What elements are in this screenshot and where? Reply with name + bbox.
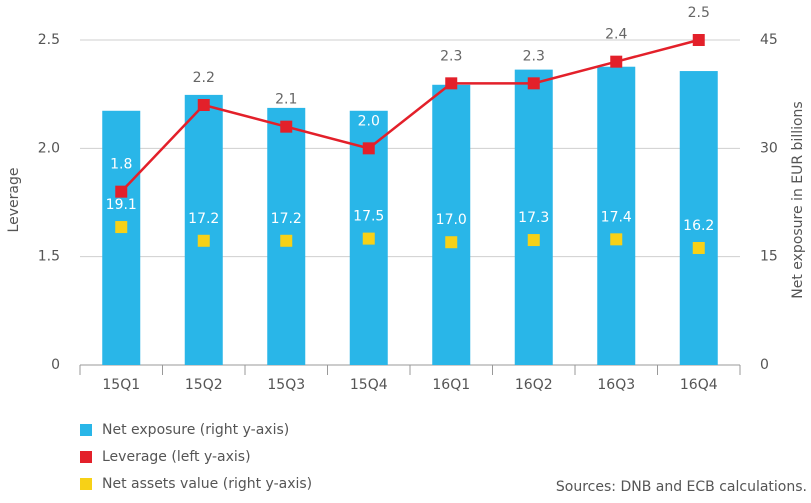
y2-axis-label: Net exposure in EUR billions bbox=[790, 101, 806, 298]
marker bbox=[197, 234, 210, 247]
bar bbox=[597, 66, 636, 365]
x-tick-label: 16Q2 bbox=[515, 377, 553, 393]
y2-tick-label: 30 bbox=[760, 140, 778, 156]
data-label: 2.3 bbox=[523, 48, 545, 64]
y-tick-label: 2.5 bbox=[38, 32, 60, 48]
y2-tick-label: 15 bbox=[760, 249, 778, 265]
line-marker bbox=[362, 142, 375, 155]
data-label: 2.5 bbox=[688, 5, 710, 21]
legend-label: Leverage (left y-axis) bbox=[102, 449, 251, 465]
bar bbox=[432, 84, 471, 366]
data-label: 16.2 bbox=[683, 218, 714, 234]
legend-swatch bbox=[80, 451, 92, 463]
x-tick-label: 15Q4 bbox=[350, 377, 388, 393]
marker bbox=[445, 236, 458, 249]
data-label: 2.4 bbox=[605, 27, 627, 43]
line-marker bbox=[115, 185, 128, 198]
x-tick-label: 16Q1 bbox=[432, 377, 470, 393]
legend-swatch bbox=[80, 478, 92, 490]
x-tick-label: 16Q4 bbox=[680, 377, 718, 393]
line-marker bbox=[610, 55, 623, 68]
data-label: 17.2 bbox=[271, 211, 302, 227]
legend-label: Net exposure (right y-axis) bbox=[102, 422, 289, 438]
data-label: 2.2 bbox=[193, 70, 215, 86]
y-tick-label: 0 bbox=[51, 357, 60, 373]
data-label: 2.3 bbox=[440, 48, 462, 64]
legend-swatch bbox=[80, 424, 92, 436]
data-label: 17.4 bbox=[601, 209, 632, 225]
bar bbox=[184, 94, 223, 365]
source: Sources: DNB and ECB calculations. bbox=[556, 479, 807, 495]
data-label: 17.2 bbox=[188, 211, 219, 227]
line-marker bbox=[280, 120, 293, 133]
y-tick-label: 1.5 bbox=[38, 249, 60, 265]
x-tick-label: 16Q3 bbox=[597, 377, 635, 393]
y-tick-label: 2.0 bbox=[38, 140, 60, 156]
line bbox=[120, 38, 700, 193]
marker bbox=[362, 232, 375, 245]
data-label: 1.8 bbox=[110, 157, 132, 173]
data-label: 17.0 bbox=[436, 212, 467, 228]
marker bbox=[280, 234, 293, 247]
line-marker bbox=[197, 99, 210, 111]
y2-tick-label: 45 bbox=[760, 32, 778, 48]
marker bbox=[115, 221, 128, 234]
data-label: 2.0 bbox=[358, 113, 380, 129]
legend-label: Net assets value (right y-axis) bbox=[102, 476, 312, 492]
data-label: 19.1 bbox=[106, 197, 137, 213]
x-tick-label: 15Q1 bbox=[102, 377, 140, 393]
y-axis-label: Leverage bbox=[6, 168, 22, 233]
marker bbox=[610, 233, 623, 246]
line-marker bbox=[527, 77, 540, 90]
bar bbox=[514, 69, 553, 365]
bar bbox=[679, 71, 718, 366]
data-label: 17.3 bbox=[518, 210, 549, 226]
x-tick-label: 15Q3 bbox=[267, 377, 305, 393]
data-label: 17.5 bbox=[353, 209, 384, 225]
marker bbox=[527, 234, 540, 247]
data-label: 2.1 bbox=[275, 92, 297, 108]
marker bbox=[692, 242, 705, 254]
y2-tick-label: 0 bbox=[760, 357, 769, 373]
line-marker bbox=[692, 34, 705, 46]
line-marker bbox=[445, 77, 458, 90]
bar bbox=[102, 110, 141, 366]
x-tick-label: 15Q2 bbox=[185, 377, 223, 393]
